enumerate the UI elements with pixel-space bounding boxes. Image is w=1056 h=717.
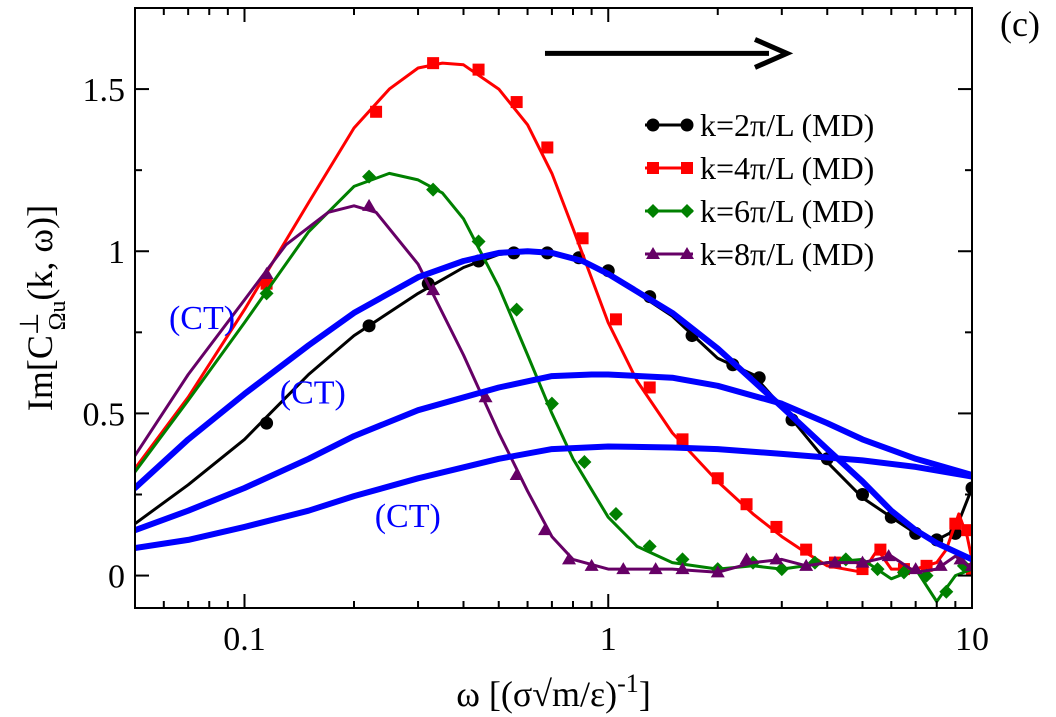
data-point-series-3-5 (509, 302, 524, 317)
legend-label-4: k=8π/L (MD) (700, 236, 874, 272)
data-point-series-2-7 (576, 232, 589, 245)
data-point-series-2-11 (711, 472, 724, 485)
data-point-series-2-21 (961, 524, 972, 537)
data-point-series-4-3 (426, 283, 441, 296)
data-point-series-3-2 (362, 169, 377, 184)
legend-marker-left-3 (646, 204, 660, 218)
data-point-series-2-2 (370, 105, 383, 118)
data-point-series-3-10 (675, 552, 690, 567)
data-point-series-3-8 (608, 506, 623, 521)
data-point-series-2-14 (800, 543, 813, 556)
data-point-series-4-16 (827, 555, 842, 568)
legend-marker-right-1 (680, 118, 694, 132)
data-point-series-4-5 (509, 468, 524, 481)
data-point-series-4-17 (855, 555, 870, 568)
legend-marker-right-3 (680, 204, 694, 218)
data-point-series-2-20 (949, 517, 962, 530)
data-point-series-3-6 (544, 396, 559, 411)
y-axis-title: Im[C⊥Ωu(k, ω)] (15, 205, 72, 411)
arrow-head (753, 37, 794, 70)
legend-label-1: k=2π/L (MD) (700, 107, 874, 143)
data-point-series-4-4 (478, 390, 493, 403)
data-point-series-3-3 (426, 182, 441, 197)
ct-curve-series-7 (135, 443, 972, 551)
data-point-series-2-10 (676, 433, 689, 446)
data-point-series-4-21 (953, 552, 968, 565)
legend-marker-left-1 (646, 118, 660, 132)
data-point-series-3-4 (471, 234, 486, 249)
data-point-series-4-2 (362, 198, 377, 211)
data-point-series-3-16 (870, 562, 885, 577)
data-point-series-4-1 (259, 266, 274, 279)
legend-marker-right-4 (680, 247, 694, 259)
ct-curve-series-5 (135, 248, 972, 563)
data-point-series-2-9 (643, 381, 656, 394)
data-point-series-2-4 (472, 63, 485, 76)
x-axis-title: ω [(σ√m/ε)-1] (456, 669, 651, 715)
data-point-series-2-12 (740, 498, 753, 511)
md-line-series-2 (135, 61, 972, 574)
ct-label-2: (CT) (280, 375, 346, 412)
data-point-series-2-13 (770, 520, 783, 533)
y-tick-label: 0 (108, 559, 125, 596)
legend-label-3: k=6π/L (MD) (700, 193, 874, 229)
legend-marker-right-2 (681, 162, 693, 174)
data-point-series-4-7 (561, 552, 576, 565)
y-tick-label: 1 (108, 234, 125, 271)
data-point-series-1-1 (260, 416, 274, 430)
x-tick-label: 0.1 (223, 621, 266, 658)
annotation-layer: (CT) (CT) (CT) (169, 300, 441, 535)
data-point-series-1-15 (856, 487, 870, 501)
data-point-series-3-1 (259, 286, 274, 301)
data-point-series-4-11 (675, 562, 690, 575)
x-tick-label: 10 (955, 621, 989, 658)
data-point-series-2-8 (609, 313, 622, 326)
ct-curve-series-6 (135, 371, 972, 534)
legend-marker-left-4 (646, 247, 660, 259)
legend-marker-left-2 (647, 162, 659, 174)
data-point-series-4-8 (584, 558, 599, 571)
data-point-series-4-14 (769, 552, 784, 565)
data-point-series-4-10 (648, 562, 663, 575)
data-point-series-3-17 (896, 565, 911, 580)
ct-label-3: (CT) (375, 498, 441, 535)
legend: k=2π/L (MD) k=4π/L (MD) k=6π/L (MD) k=8π/L … (645, 107, 874, 272)
data-point-series-2-3 (427, 57, 440, 70)
data-point-series-4-12 (710, 565, 725, 578)
y-tick-label: 0.5 (83, 396, 126, 433)
plot-frame (134, 7, 973, 609)
axes: 0.1 1 10 0 0.5 1 1.5 ω [(σ√m/ε)-1] Im[C⊥Ωu(k, ω)… (15, 7, 989, 715)
data-point-series-4-18 (881, 549, 896, 562)
series-layer (135, 57, 972, 603)
data-point-series-4-15 (799, 558, 814, 571)
data-point-series-3-19 (939, 584, 954, 599)
data-point-series-2-17 (874, 543, 887, 556)
data-point-series-2-5 (510, 96, 523, 109)
data-point-series-3-9 (642, 539, 657, 554)
data-point-series-2-6 (541, 141, 554, 154)
data-point-series-1-20 (965, 481, 972, 495)
panel-label: (c) (1000, 4, 1040, 44)
data-point-series-3-7 (577, 455, 592, 470)
data-point-series-4-13 (739, 552, 754, 565)
ct-label-1: (CT) (169, 300, 235, 337)
data-point-series-4-6 (537, 523, 552, 536)
data-point-series-3-13 (774, 562, 789, 577)
data-point-series-4-20 (933, 558, 948, 571)
legend-label-2: k=4π/L (MD) (700, 150, 874, 186)
x-tick-label: 1 (600, 621, 617, 658)
data-point-series-4-9 (616, 562, 631, 575)
data-point-series-1-2 (362, 319, 376, 333)
data-point-series-4-19 (908, 562, 923, 575)
md-line-series-3 (135, 171, 972, 603)
y-tick-label: 1.5 (83, 72, 126, 109)
